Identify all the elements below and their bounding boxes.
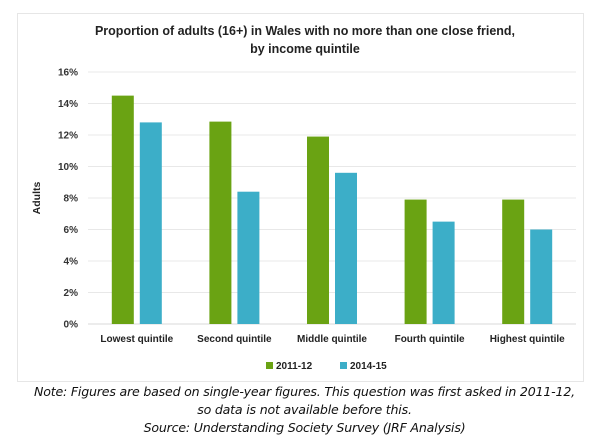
- bars: [111, 95, 553, 325]
- legend: 2011-12 2014-15: [266, 361, 387, 372]
- bar-2011-12-second-quintile: [209, 121, 232, 324]
- bar-2011-12-lowest-quintile: [111, 95, 134, 324]
- legend-swatch: [340, 362, 347, 369]
- y-tick-label: 2%: [64, 288, 79, 299]
- bar-2014-15-fourth-quintile: [432, 221, 455, 324]
- legend-item: 2014-15: [340, 361, 387, 372]
- bar-2014-15-middle-quintile: [335, 172, 357, 324]
- bar-2014-15-lowest-quintile: [139, 122, 162, 325]
- source-line: Source: Understanding Society Survey (JR…: [143, 420, 466, 435]
- y-axis-label: Adults: [31, 182, 43, 215]
- x-tick-label: Lowest quintile: [100, 334, 173, 345]
- y-tick-label: 6%: [64, 225, 79, 236]
- chart-note: Note: Figures are based on single-year f…: [0, 383, 609, 437]
- legend-item: 2011-12: [266, 361, 313, 372]
- x-tick-label: Highest quintile: [490, 334, 565, 345]
- y-tick-label: 12%: [58, 131, 78, 142]
- bar-2011-12-fourth-quintile: [404, 199, 427, 324]
- note-line-1: Note: Figures are based on single-year f…: [34, 384, 575, 399]
- y-tick-label: 0%: [64, 320, 79, 331]
- bar-2014-15-highest-quintile: [530, 229, 553, 324]
- chart-title: Proportion of adults (16+) in Wales with…: [94, 24, 516, 56]
- y-tick-label: 10%: [58, 162, 78, 173]
- x-tick-label: Middle quintile: [297, 334, 367, 345]
- y-tick-label: 4%: [64, 257, 79, 268]
- x-axis-labels: Lowest quintile Second quintile Middle qui…: [100, 334, 565, 345]
- y-tick-label: 14%: [58, 99, 78, 110]
- legend-label: 2011-12: [276, 361, 313, 372]
- x-tick-label: Fourth quintile: [395, 334, 465, 345]
- note-line-2: so data is not available before this.: [197, 402, 412, 417]
- y-tick-label: 8%: [64, 194, 79, 205]
- bar-2014-15-second-quintile: [237, 191, 260, 324]
- y-tick-label: 16%: [58, 68, 78, 79]
- x-tick-label: Second quintile: [197, 334, 272, 345]
- legend-swatch: [266, 362, 273, 369]
- bar-2011-12-middle-quintile: [307, 136, 329, 324]
- y-axis-ticks: 0% 2% 4% 6% 8% 10% 12% 14% 16%: [58, 68, 78, 331]
- bar-2011-12-highest-quintile: [502, 199, 525, 324]
- legend-label: 2014-15: [350, 361, 387, 372]
- gridlines: [88, 71, 576, 325]
